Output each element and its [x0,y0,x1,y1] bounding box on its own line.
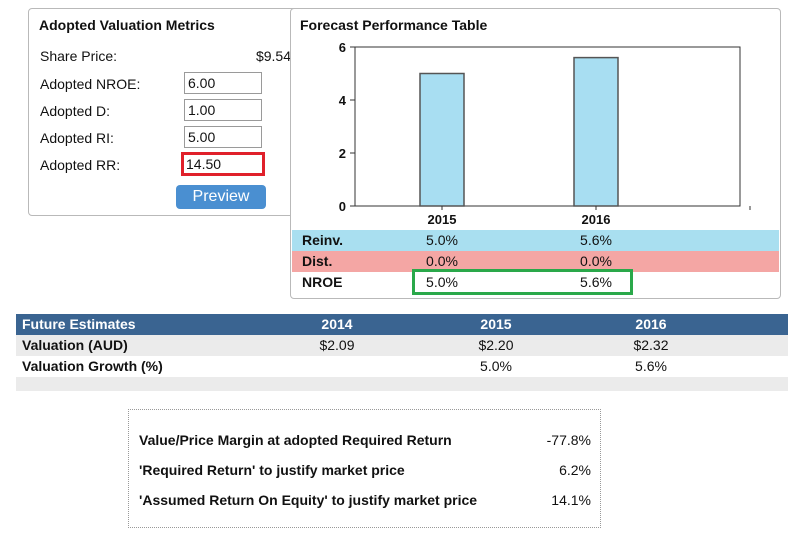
dist-row: Dist. 0.0% 0.0% [292,251,779,272]
valuation-row: Valuation (AUD) $2.09 $2.20 $2.32 [16,335,788,356]
dist-label: Dist. [302,253,333,269]
rr-input[interactable] [181,152,265,176]
margin-row-label: Value/Price Margin at adopted Required R… [139,432,452,448]
assumed-roe-value: 14.1% [551,492,591,508]
rr-label: Adopted RR: [40,157,121,173]
valuation-2015: $2.20 [478,337,514,353]
valuation-growth-2016: 5.6% [635,358,667,374]
metrics-title: Adopted Valuation Metrics [39,17,215,33]
margin-row-value: -77.8% [546,432,591,448]
nroe-2015: 5.0% [426,274,458,290]
ri-input[interactable] [184,126,262,148]
forecast-bar-chart: 0 2 4 6 2015 2016 [339,40,751,227]
valuation-growth-label: Valuation Growth (%) [22,358,163,374]
share-price-label: Share Price: [40,48,118,64]
dist-2016: 0.0% [580,253,612,269]
future-estimates-table: Future Estimates 2014 2015 2016 Valuatio… [16,314,788,391]
estimates-blank-row [16,377,788,391]
y-tick-label: 0 [339,199,346,214]
nroe-row-label: NROE [302,274,343,290]
nroe-input[interactable] [184,72,262,94]
valuation-growth-2015: 5.0% [480,358,512,374]
preview-button[interactable]: Preview [176,185,266,209]
forecast-performance-panel: Forecast Performance Table 0 2 4 6 2015 2016 … [290,8,781,299]
required-return-label: 'Required Return' to justify market pric… [139,462,405,478]
reinv-label: Reinv. [302,232,343,248]
nroe-highlight-box [412,269,633,295]
estimates-header-2015: 2015 [480,316,512,332]
nroe-label: Adopted NROE: [40,76,141,92]
dist-2015: 0.0% [426,253,458,269]
reinv-2016: 5.6% [580,232,612,248]
d-label: Adopted D: [40,103,111,119]
y-tick-label: 6 [339,40,346,55]
y-tick-label: 4 [339,93,347,108]
valuation-label: Valuation (AUD) [22,337,128,353]
estimates-header-2014: 2014 [321,316,353,332]
ri-label: Adopted RI: [40,130,114,146]
estimates-header-2016: 2016 [635,316,667,332]
valuation-2014: $2.09 [319,337,355,353]
required-return-value: 6.2% [559,462,591,478]
margin-summary-box: Value/Price Margin at adopted Required R… [128,409,601,528]
chart-bar [573,56,619,207]
estimates-header-row: Future Estimates 2014 2015 2016 [16,314,788,335]
valuation-metrics-panel: Adopted Valuation Metrics Share Price: $… [28,8,304,216]
forecast-title: Forecast Performance Table [300,17,488,33]
d-input[interactable] [184,99,262,121]
x-tick-label: 2015 [428,212,457,227]
chart-bar [419,72,465,207]
share-price-value: $9.54 [255,48,291,64]
reinv-row: Reinv. 5.0% 5.6% [292,230,779,251]
nroe-2016: 5.6% [580,274,612,290]
reinv-2015: 5.0% [426,232,458,248]
valuation-2016: $2.32 [633,337,669,353]
y-tick-label: 2 [339,146,346,161]
valuation-growth-row: Valuation Growth (%) 5.0% 5.6% [16,356,788,377]
estimates-header-label: Future Estimates [22,316,136,332]
x-tick-label: 2016 [582,212,611,227]
assumed-roe-label: 'Assumed Return On Equity' to justify ma… [139,492,478,508]
chart-plot-area [354,46,741,207]
